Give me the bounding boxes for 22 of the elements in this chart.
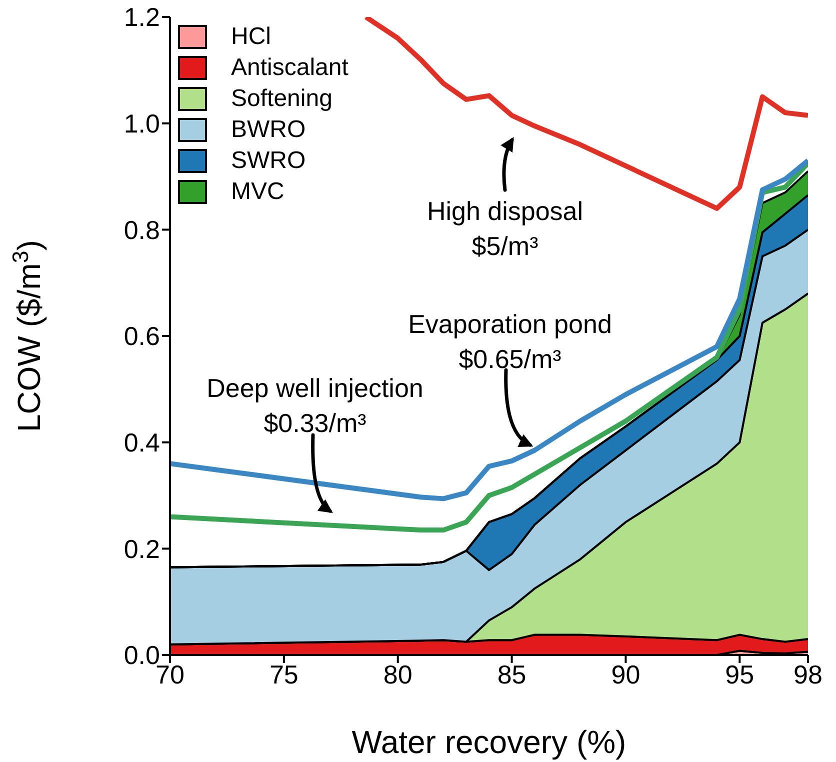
x-tick-label: 95 <box>725 659 754 690</box>
annotation: High disposal $5/m³ <box>426 196 584 261</box>
x-axis-title: Water recovery (%) <box>352 724 626 760</box>
x-tick-label: 98 <box>794 659 822 690</box>
y-tick-label: 1.2 <box>124 2 160 32</box>
y-tick-label: 0.4 <box>124 428 160 458</box>
legend-label: MVC <box>231 178 284 206</box>
y-tick-label: 0.6 <box>124 321 160 352</box>
x-tick-label: 75 <box>269 659 298 690</box>
legend-label: HCl <box>231 22 271 50</box>
x-tick-label: 85 <box>497 659 526 690</box>
y-tick-label: 0.8 <box>124 214 160 245</box>
legend-label: Antiscalant <box>231 54 348 82</box>
y-tick-label: 1.0 <box>124 108 160 139</box>
y-tick-label: 0.2 <box>124 534 160 564</box>
legend-label: BWRO <box>231 116 306 144</box>
annotation: Evaporation pond $0.65/m³ <box>408 309 612 374</box>
annotation: Deep well injection $0.33/m³ <box>206 373 424 438</box>
x-tick-label: 80 <box>383 659 412 690</box>
x-tick-label: 90 <box>611 659 640 690</box>
legend-label: SWRO <box>231 146 306 174</box>
legend-label: Softening <box>231 84 332 112</box>
